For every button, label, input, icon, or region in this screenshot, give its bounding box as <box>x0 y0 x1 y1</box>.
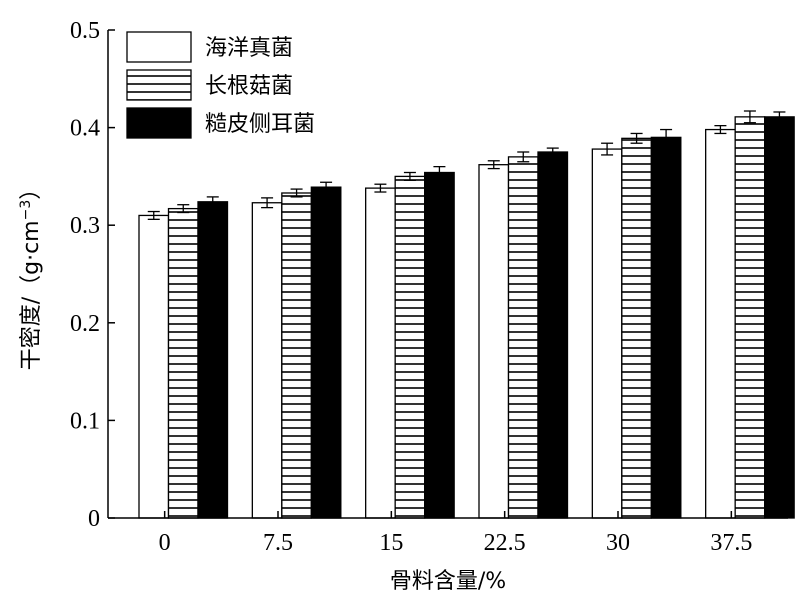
ticks: 0 0.1 0.2 0.3 0.4 0.5 0 7.5 15 22.5 30 37.5 <box>70 18 752 556</box>
bar <box>650 136 682 519</box>
legend-label: 糙皮侧耳菌 <box>205 112 315 137</box>
bar <box>507 156 539 519</box>
bar <box>310 186 342 519</box>
y-axis-title-sup: −3 <box>18 200 34 221</box>
bar <box>478 164 510 519</box>
y-tick-label: 0.4 <box>70 116 100 142</box>
bar <box>197 201 229 519</box>
y-tick-label: 0.3 <box>70 213 100 239</box>
bar <box>251 202 283 519</box>
bar <box>591 148 623 519</box>
y-tick-label: 0.2 <box>70 311 100 337</box>
bar <box>281 192 312 519</box>
bar <box>394 175 426 519</box>
x-tick-label: 0 <box>159 530 171 556</box>
axes <box>107 30 788 519</box>
bar <box>365 187 396 519</box>
bar <box>138 214 170 519</box>
x-tick-label: 7.5 <box>263 530 293 556</box>
y-tick-label: 0 <box>88 506 100 532</box>
x-tick-label: 30 <box>606 530 630 556</box>
legend-label: 海洋真菌 <box>205 36 293 61</box>
bar <box>734 116 766 519</box>
x-tick-label: 15 <box>379 530 403 556</box>
y-axis-title-close: ） <box>19 178 44 200</box>
x-tick-label: 37.5 <box>710 530 752 556</box>
legend-swatch <box>126 107 192 139</box>
bar <box>424 171 455 519</box>
x-axis-title: 骨料含量/% <box>390 569 506 594</box>
bar <box>764 116 795 519</box>
y-tick-label: 0.1 <box>70 408 100 434</box>
bar <box>537 151 569 519</box>
y-tick-label: 0.5 <box>70 18 100 44</box>
x-tick-label: 22.5 <box>484 530 526 556</box>
bar <box>621 137 652 519</box>
plot-area <box>138 110 795 519</box>
bar <box>167 207 199 519</box>
legend-label: 长根菇菌 <box>205 74 293 99</box>
y-axis-title-main: 干密度/（g·cm <box>19 220 44 370</box>
legend-swatch <box>126 69 192 101</box>
y-axis-title: 干密度/（g·cm−3） <box>18 178 44 371</box>
legend-swatch <box>126 31 192 63</box>
bar <box>705 128 736 519</box>
